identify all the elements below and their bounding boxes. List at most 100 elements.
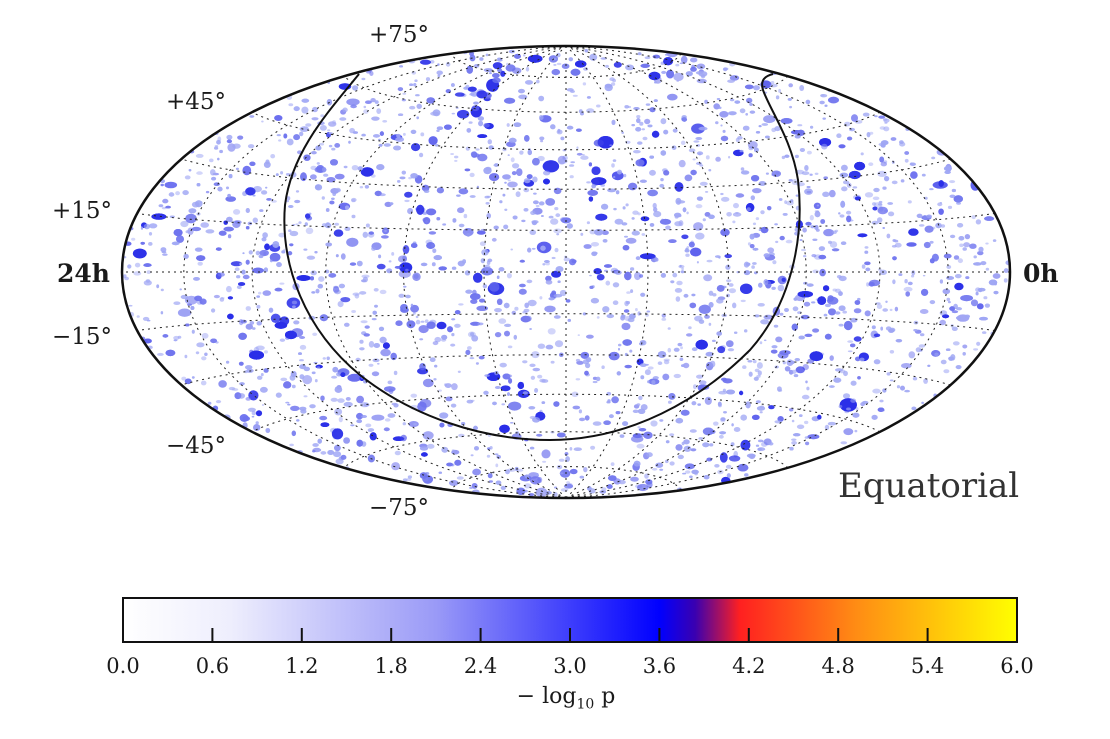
sky-speckle [451,449,455,452]
sky-speckle [325,208,330,212]
sky-speckle [690,66,697,72]
sky-speckle [499,200,503,204]
sky-speckle [759,341,763,345]
sky-speckle [717,401,722,407]
sky-speckle [614,218,624,225]
sky-speckle [892,256,897,261]
sky-speckle [647,366,654,370]
sky-speckle [168,192,175,197]
sky-speckle [301,98,310,103]
sky-speckle [394,450,401,456]
sky-speckle [873,333,881,338]
sky-speckle [584,415,590,421]
sky-speckle [949,180,956,184]
sky-speckle [216,140,221,145]
sky-speckle [360,402,369,408]
sky-speckle [793,297,798,301]
sky-speckle [312,447,322,453]
sky-speckle [507,181,518,188]
sky-speckle [616,371,621,376]
sky-speckle [420,262,428,267]
sky-speckle [238,282,246,286]
sky-speckle [513,334,517,340]
sky-speckle [402,92,407,95]
sky-speckle [531,247,536,250]
sky-speckle [364,325,370,329]
sky-speckle [702,218,706,222]
sky-speckle [864,261,871,266]
sky-speckle [579,475,584,479]
sky-speckle [681,117,688,122]
sky-speckle [640,375,645,380]
sky-speckle [370,98,376,103]
sky-speckle [773,324,779,328]
sky-speckle [632,409,639,413]
sky-speckle [771,170,781,177]
sky-speckle [433,255,442,261]
sky-speckle [613,207,617,211]
sky-speckle [463,213,468,219]
sky-speckle [442,223,447,226]
sky-speckle [675,296,681,302]
sky-speckle [350,104,357,109]
sky-speckle [371,116,380,121]
sky-speckle [693,384,697,390]
sky-speckle [880,326,883,331]
sky-speckle [500,385,511,392]
sky-speckle [529,229,537,235]
sky-speckle [775,240,779,244]
sky-speckle [803,301,811,307]
sky-speckle [726,212,732,217]
sky-speckle [260,386,268,393]
sky-speckle [553,228,562,234]
sky-speckle [392,436,405,442]
sky-speckle [201,332,209,339]
sky-speckle [475,148,480,151]
sky-speckle [889,379,894,382]
sky-speckle [205,229,215,234]
sky-speckle [256,304,261,309]
sky-speckle [718,390,728,395]
sky-speckle [269,252,281,262]
sky-speckle [283,133,288,139]
sky-speckle [316,162,320,165]
sky-speckle [156,284,160,289]
sky-speckle [847,340,854,343]
sky-speckle [919,309,929,314]
sky-speckle [227,143,236,152]
sky-speckle [820,94,828,98]
sky-speckle [929,258,935,264]
sky-speckle [843,180,850,185]
sky-speckle [896,385,901,389]
sky-speckle [698,380,707,385]
sky-speckle [333,451,342,458]
sky-speckle [393,370,398,376]
sky-speckle [285,401,290,404]
sky-speckle [635,308,638,312]
sky-speckle [444,383,452,388]
sky-speckle [437,63,440,66]
sky-speckle [795,194,799,197]
sky-speckle [821,143,828,150]
sky-speckle [691,401,697,406]
sky-speckle [160,247,167,253]
sky-speckle [334,173,345,180]
sky-speckle [852,412,860,418]
sky-speckle [403,132,406,136]
sky-speckle [580,232,584,236]
sky-speckle [676,280,683,286]
sky-speckle [639,179,647,183]
sky-speckle [496,298,503,305]
sky-speckle [444,383,448,386]
sky-speckle [1003,278,1008,283]
sky-speckle [292,305,296,309]
sky-speckle [637,311,641,316]
sky-speckle [548,215,554,219]
sky-speckle [668,400,672,404]
sky-speckle [847,136,853,141]
sky-speckle [683,445,692,452]
sky-speckle [502,373,511,380]
sky-speckle [958,236,965,241]
sky-speckle [804,333,813,337]
sky-speckle [451,383,458,391]
